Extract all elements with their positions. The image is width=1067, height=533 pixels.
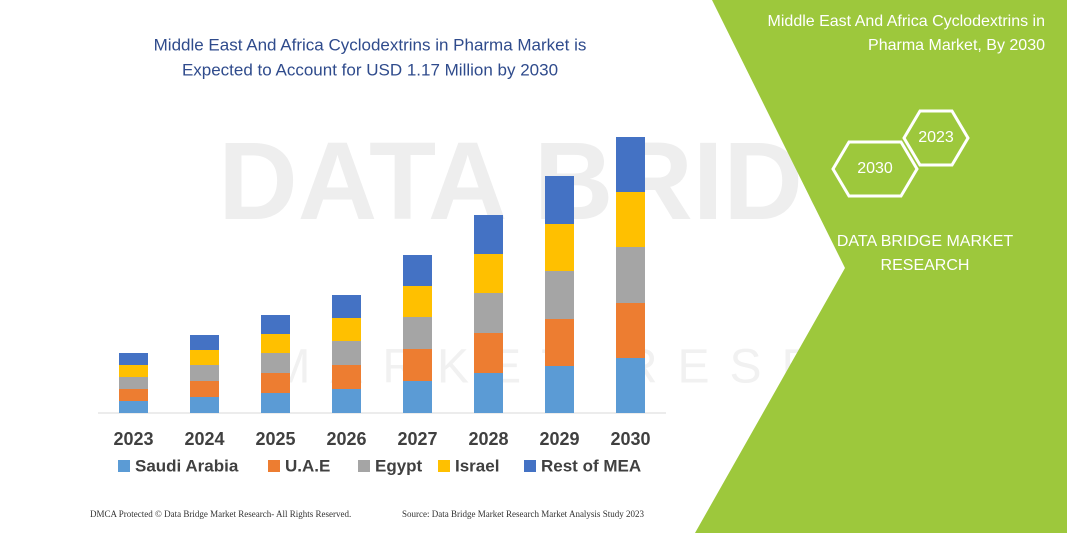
bar-segment [616,358,645,413]
bar-segment [616,303,645,358]
bar-segment [119,353,148,365]
x-tick-label: 2023 [113,429,153,449]
legend-swatch [358,460,370,472]
x-tick-label: 2026 [326,429,366,449]
chart-title: Middle East And Africa Cyclodextrins in … [154,35,587,54]
bar-segment [261,353,290,373]
bar-segment [616,247,645,303]
bar-segment [403,381,432,413]
bar-segment [474,373,503,413]
hexagon [902,109,970,167]
bar-segment [119,365,148,377]
hexagon-label: 2030 [857,160,893,177]
bar-segment [545,366,574,413]
bar-segment [403,349,432,381]
bar-segment [261,393,290,413]
legend-label: Egypt [375,456,423,475]
bar-segment [190,335,219,350]
brand: RESEARCH [881,257,970,274]
brand: DATA BRIDGE MARKET [837,233,1014,250]
bar-segment [190,350,219,365]
x-tick-label: 2028 [468,429,508,449]
bar-segment [119,389,148,401]
bar-segment [474,215,503,254]
side-panel [695,0,1067,533]
side-title: Pharma Market, By 2030 [868,37,1045,54]
bar-segment [545,176,574,224]
legend-swatch [268,460,280,472]
x-tick-label: 2029 [539,429,579,449]
bar-segment [261,315,290,334]
bar-segment [474,293,503,333]
footer: Source: Data Bridge Market Research Mark… [402,509,644,519]
bar-segment [403,255,432,286]
bar-segment [403,286,432,317]
bar-segment [332,318,361,341]
bar-segment [119,377,148,389]
bar-segment [332,365,361,389]
x-tick-label: 2027 [397,429,437,449]
bar-segment [332,341,361,365]
x-tick-label: 2025 [255,429,295,449]
bar-segment [545,319,574,366]
x-tick-label: 2024 [184,429,224,449]
bar-segment [332,295,361,318]
bar-segment [616,192,645,247]
x-tick-label: 2030 [610,429,650,449]
bar-segment [190,365,219,381]
side-title: Middle East And Africa Cyclodextrins in [768,13,1045,30]
legend-swatch [118,460,130,472]
bar-segment [403,317,432,349]
bar-segment [332,389,361,413]
bar-segment [616,137,645,192]
footer: DMCA Protected © Data Bridge Market Rese… [90,509,351,519]
legend-swatch [438,460,450,472]
bar-segment [545,224,574,271]
bar-segment [474,333,503,373]
hexagon [831,140,919,198]
bar-segment [261,334,290,353]
bar-segment [474,254,503,293]
legend-swatch [524,460,536,472]
bar-segment [545,271,574,319]
legend-label: Rest of MEA [541,456,641,475]
chart-title: Expected to Account for USD 1.17 Million… [182,60,558,79]
legend-label: Saudi Arabia [135,456,239,475]
hexagon-label: 2023 [918,129,954,146]
legend-label: Israel [455,456,499,475]
bar-segment [119,401,148,413]
bar-segment [190,381,219,397]
legend-label: U.A.E [285,456,330,475]
bar-segment [261,373,290,393]
bar-segment [190,397,219,413]
